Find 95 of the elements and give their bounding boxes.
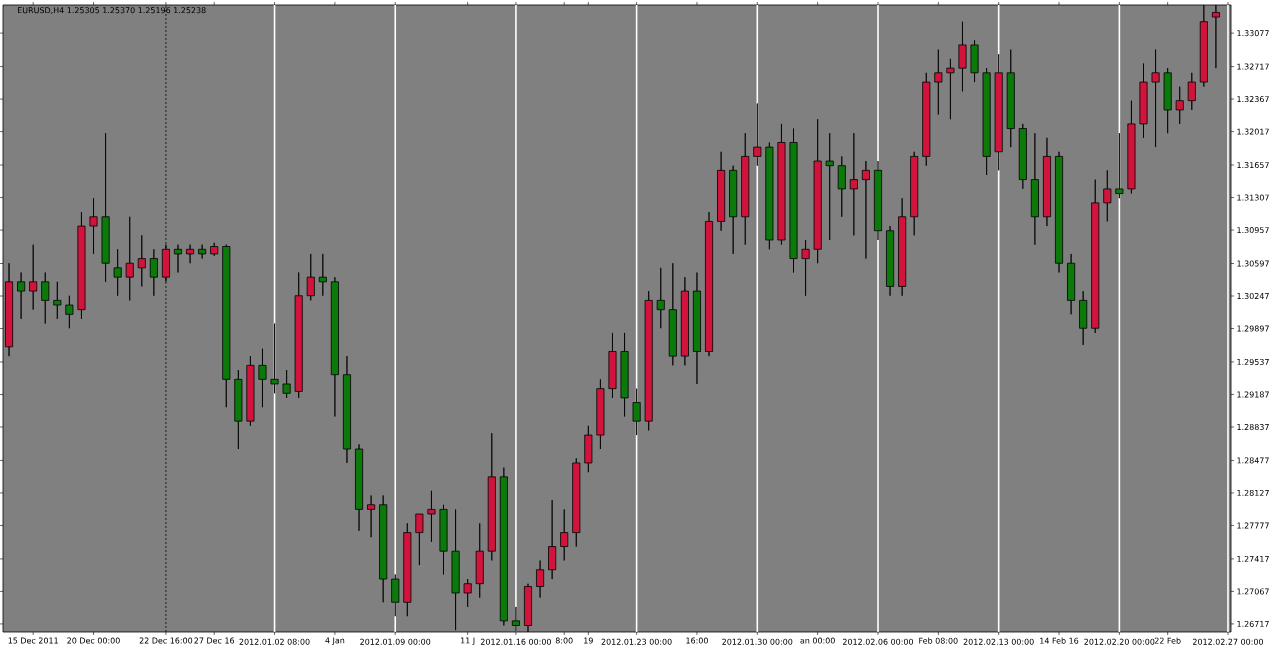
candlestick (584, 425, 593, 473)
candlestick (415, 513, 424, 566)
candlestick (777, 123, 786, 246)
candlestick (560, 508, 569, 561)
candlestick (825, 132, 834, 241)
candlestick (668, 262, 677, 366)
candlestick (970, 39, 979, 83)
candlestick (994, 53, 1003, 171)
candlestick (41, 272, 50, 325)
candlestick (475, 522, 484, 599)
candlestick (873, 160, 883, 241)
candlestick (101, 132, 110, 283)
candlestick (53, 281, 62, 320)
candlestick (656, 267, 665, 329)
candlestick (5, 262, 14, 357)
candlestick (910, 151, 919, 236)
candlestick (403, 522, 412, 617)
candlestick (186, 244, 195, 264)
candlestick (1055, 151, 1064, 273)
candlestick (379, 495, 388, 603)
candlestick (270, 323, 279, 394)
candlestick (982, 67, 991, 176)
candlestick (65, 295, 74, 329)
candlestick (753, 103, 762, 167)
candlestick (789, 128, 798, 273)
candlestick (1163, 67, 1172, 134)
candlestick (499, 467, 508, 626)
candlestick (717, 151, 726, 232)
candlestick (1127, 100, 1136, 194)
candlestick (548, 499, 557, 580)
candlestick (1115, 132, 1124, 199)
candlestick (765, 142, 774, 250)
candlestick (367, 495, 376, 538)
candlestick (77, 211, 86, 320)
candlestick (705, 211, 714, 357)
candlestick (1067, 253, 1076, 315)
candlestick (17, 272, 26, 320)
candlestick (608, 332, 617, 399)
candlestick (861, 160, 870, 259)
candlestick (1139, 63, 1148, 139)
candlestick (222, 244, 231, 408)
candlestick (946, 58, 955, 120)
candlestick (620, 332, 629, 417)
candlestick (391, 574, 400, 617)
candlestick (89, 197, 98, 255)
candlestick (1018, 123, 1027, 190)
candlestick (1175, 86, 1184, 125)
candlestick (149, 248, 158, 297)
candlestick (427, 490, 436, 543)
candlestick (1079, 290, 1088, 346)
candlestick (680, 276, 689, 366)
candlestick (632, 388, 641, 436)
candlestick (1187, 72, 1196, 111)
candlestick (692, 272, 701, 385)
candlestick (487, 432, 496, 561)
candlestick (1042, 137, 1051, 227)
candlestick (801, 239, 810, 297)
candlestick (294, 272, 303, 399)
candlestick (246, 355, 255, 427)
candlestick (137, 234, 146, 287)
candlestick (234, 369, 243, 450)
candlestick (318, 253, 327, 297)
candlestick (258, 348, 267, 408)
candlestick (572, 457, 581, 547)
candlestick (282, 369, 291, 399)
candlestick (1006, 49, 1015, 148)
candlestick (849, 132, 858, 236)
candlestick (173, 244, 183, 273)
candlestick (886, 225, 895, 297)
candlestick (306, 253, 315, 301)
candlestick (1091, 179, 1100, 334)
candlestick (958, 21, 967, 92)
candlestick (439, 504, 448, 575)
candlestick (463, 578, 472, 608)
candlestick (536, 560, 545, 599)
candlestick (1030, 132, 1039, 246)
candlestick (596, 378, 605, 450)
candlestick (837, 156, 846, 218)
candlestick (113, 248, 122, 297)
candlestick (355, 443, 364, 532)
candlestick (644, 290, 653, 431)
candlestick (741, 132, 750, 246)
candlestick (934, 49, 943, 115)
candlestick (198, 244, 207, 259)
candlestick (330, 276, 339, 417)
candlestick (29, 244, 38, 311)
candlestick (210, 242, 219, 257)
candlestick (898, 197, 907, 297)
candlestick (1103, 169, 1112, 222)
candlestick (729, 165, 738, 255)
candlestick (813, 118, 822, 264)
candlestick (125, 216, 134, 301)
candlestick (922, 72, 931, 167)
candlestick (342, 355, 351, 464)
candlestick (1151, 49, 1160, 148)
